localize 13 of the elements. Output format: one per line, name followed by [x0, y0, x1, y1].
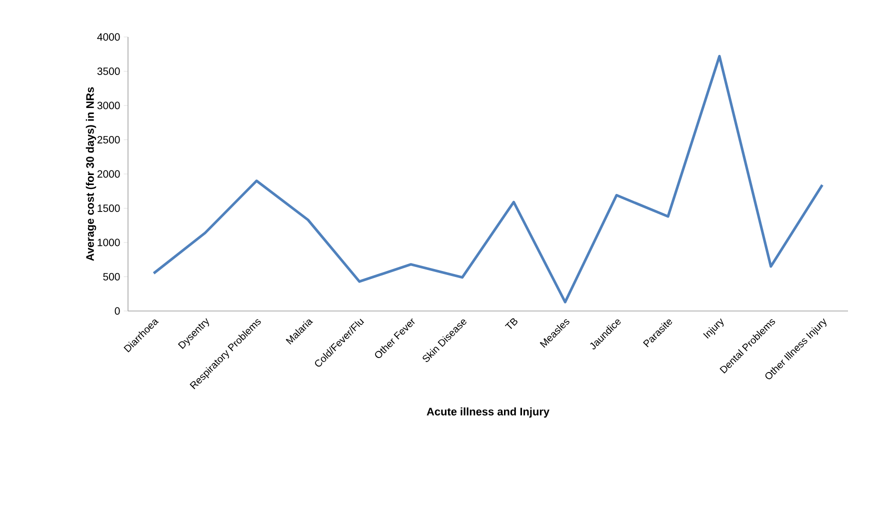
x-tick-label: TB	[504, 318, 518, 329]
x-axis-title: Acute illness and Injury	[426, 407, 550, 418]
y-tick-label: 2500	[97, 136, 120, 144]
y-tick-label: 1500	[98, 204, 120, 212]
y-tick-label: 4000	[97, 33, 120, 41]
line-series	[152, 54, 824, 304]
y-tick-label: 0	[114, 307, 120, 315]
y-tick-label: 3500	[97, 68, 120, 75]
y-tick-label: 2000	[97, 170, 120, 178]
y-tick-label: 3000	[97, 102, 120, 110]
y-tick-label: 500	[103, 273, 120, 280]
y-tick-label: 1000	[98, 238, 120, 246]
y-axis-title: Average cost (for 30 days) in NRs	[86, 87, 96, 261]
